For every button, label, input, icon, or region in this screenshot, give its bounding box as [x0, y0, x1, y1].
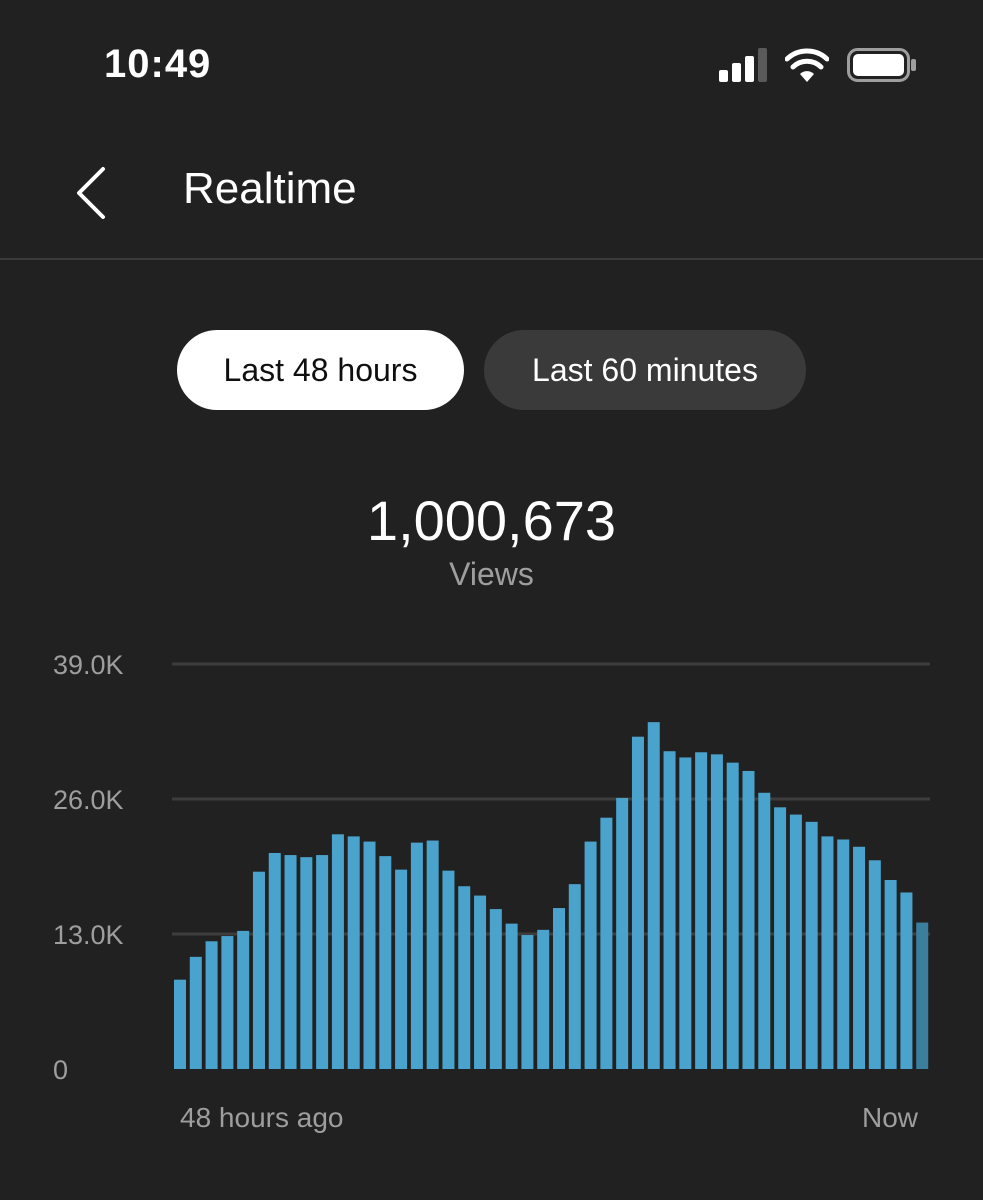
- chart-bar[interactable]: [758, 792, 771, 1069]
- chart-bar[interactable]: [174, 979, 187, 1069]
- chart-bar[interactable]: [710, 754, 723, 1069]
- chart-bar[interactable]: [237, 930, 250, 1069]
- chart-bar[interactable]: [537, 929, 550, 1069]
- chart-bar[interactable]: [584, 841, 597, 1069]
- chart-bar[interactable]: [395, 869, 408, 1069]
- chevron-left-icon: [77, 167, 105, 219]
- chart-bar[interactable]: [916, 922, 929, 1069]
- chart-bar[interactable]: [663, 751, 676, 1069]
- views-chart: 0 13.0K 26.0K 39.0K 48 hours ago Now: [0, 640, 983, 1160]
- chart-bar[interactable]: [884, 880, 897, 1069]
- wifi-icon: [785, 48, 829, 82]
- battery-icon: [847, 48, 916, 82]
- chart-bar[interactable]: [268, 853, 281, 1069]
- chart-bar[interactable]: [505, 923, 518, 1069]
- chart-bar[interactable]: [363, 841, 376, 1069]
- chart-bar[interactable]: [221, 936, 234, 1069]
- views-bar-chart: 0 13.0K 26.0K 39.0K 48 hours ago Now: [53, 650, 930, 1133]
- views-label: Views: [449, 556, 534, 592]
- chart-bar[interactable]: [742, 770, 755, 1069]
- chart-bar[interactable]: [458, 886, 471, 1069]
- y-tick-label: 26.0K: [53, 785, 124, 815]
- chart-bar[interactable]: [252, 871, 265, 1069]
- chart-bar[interactable]: [616, 797, 629, 1069]
- chart-bar[interactable]: [837, 839, 850, 1070]
- back-button[interactable]: [62, 160, 118, 226]
- status-bar: 10:49: [0, 0, 983, 130]
- y-tick-label: 39.0K: [53, 650, 124, 680]
- chart-bar[interactable]: [347, 836, 360, 1069]
- chart-bar[interactable]: [631, 736, 644, 1069]
- app-header: Realtime: [0, 130, 983, 260]
- chart-bar[interactable]: [189, 956, 202, 1069]
- tab-last-60-minutes[interactable]: Last 60 minutes: [484, 330, 806, 410]
- chart-bar[interactable]: [521, 935, 534, 1069]
- tab-last-48-hours[interactable]: Last 48 hours: [177, 330, 464, 410]
- status-icons: [719, 48, 917, 82]
- views-count: 1,000,673: [366, 489, 617, 552]
- chart-bar[interactable]: [489, 909, 502, 1069]
- chart-bar[interactable]: [774, 807, 787, 1069]
- chart-bar[interactable]: [284, 855, 297, 1069]
- chart-bar[interactable]: [442, 870, 455, 1069]
- chart-bar[interactable]: [726, 762, 739, 1069]
- chart-bar[interactable]: [868, 860, 881, 1069]
- chart-bar[interactable]: [316, 855, 329, 1069]
- chart-bar[interactable]: [853, 846, 866, 1069]
- chart-bar[interactable]: [426, 840, 439, 1069]
- y-tick-label: 13.0K: [53, 920, 124, 950]
- chart-bar[interactable]: [474, 895, 487, 1069]
- status-time: 10:49: [104, 42, 212, 86]
- page-title: Realtime: [183, 164, 357, 213]
- chart-bar[interactable]: [789, 814, 802, 1069]
- chart-bar[interactable]: [695, 752, 708, 1069]
- chart-bar[interactable]: [647, 722, 660, 1069]
- chart-bar[interactable]: [205, 941, 218, 1069]
- chart-bar[interactable]: [553, 908, 566, 1069]
- chart-bar[interactable]: [679, 757, 692, 1069]
- y-tick-label: 0: [53, 1055, 68, 1085]
- x-axis-start-label: 48 hours ago: [180, 1102, 343, 1133]
- time-range-tabs: Last 48 hours Last 60 minutes: [0, 330, 983, 410]
- chart-bar[interactable]: [300, 857, 313, 1069]
- chart-bar[interactable]: [805, 821, 818, 1069]
- x-axis-end-label: Now: [862, 1102, 919, 1133]
- chart-bar[interactable]: [410, 842, 423, 1069]
- chart-bar[interactable]: [900, 892, 913, 1069]
- chart-bar[interactable]: [331, 834, 344, 1069]
- chart-bar[interactable]: [821, 836, 834, 1069]
- chart-bar[interactable]: [600, 817, 613, 1069]
- chart-bar[interactable]: [379, 856, 392, 1069]
- chart-bar[interactable]: [568, 884, 581, 1069]
- cellular-signal-icon: [719, 48, 767, 82]
